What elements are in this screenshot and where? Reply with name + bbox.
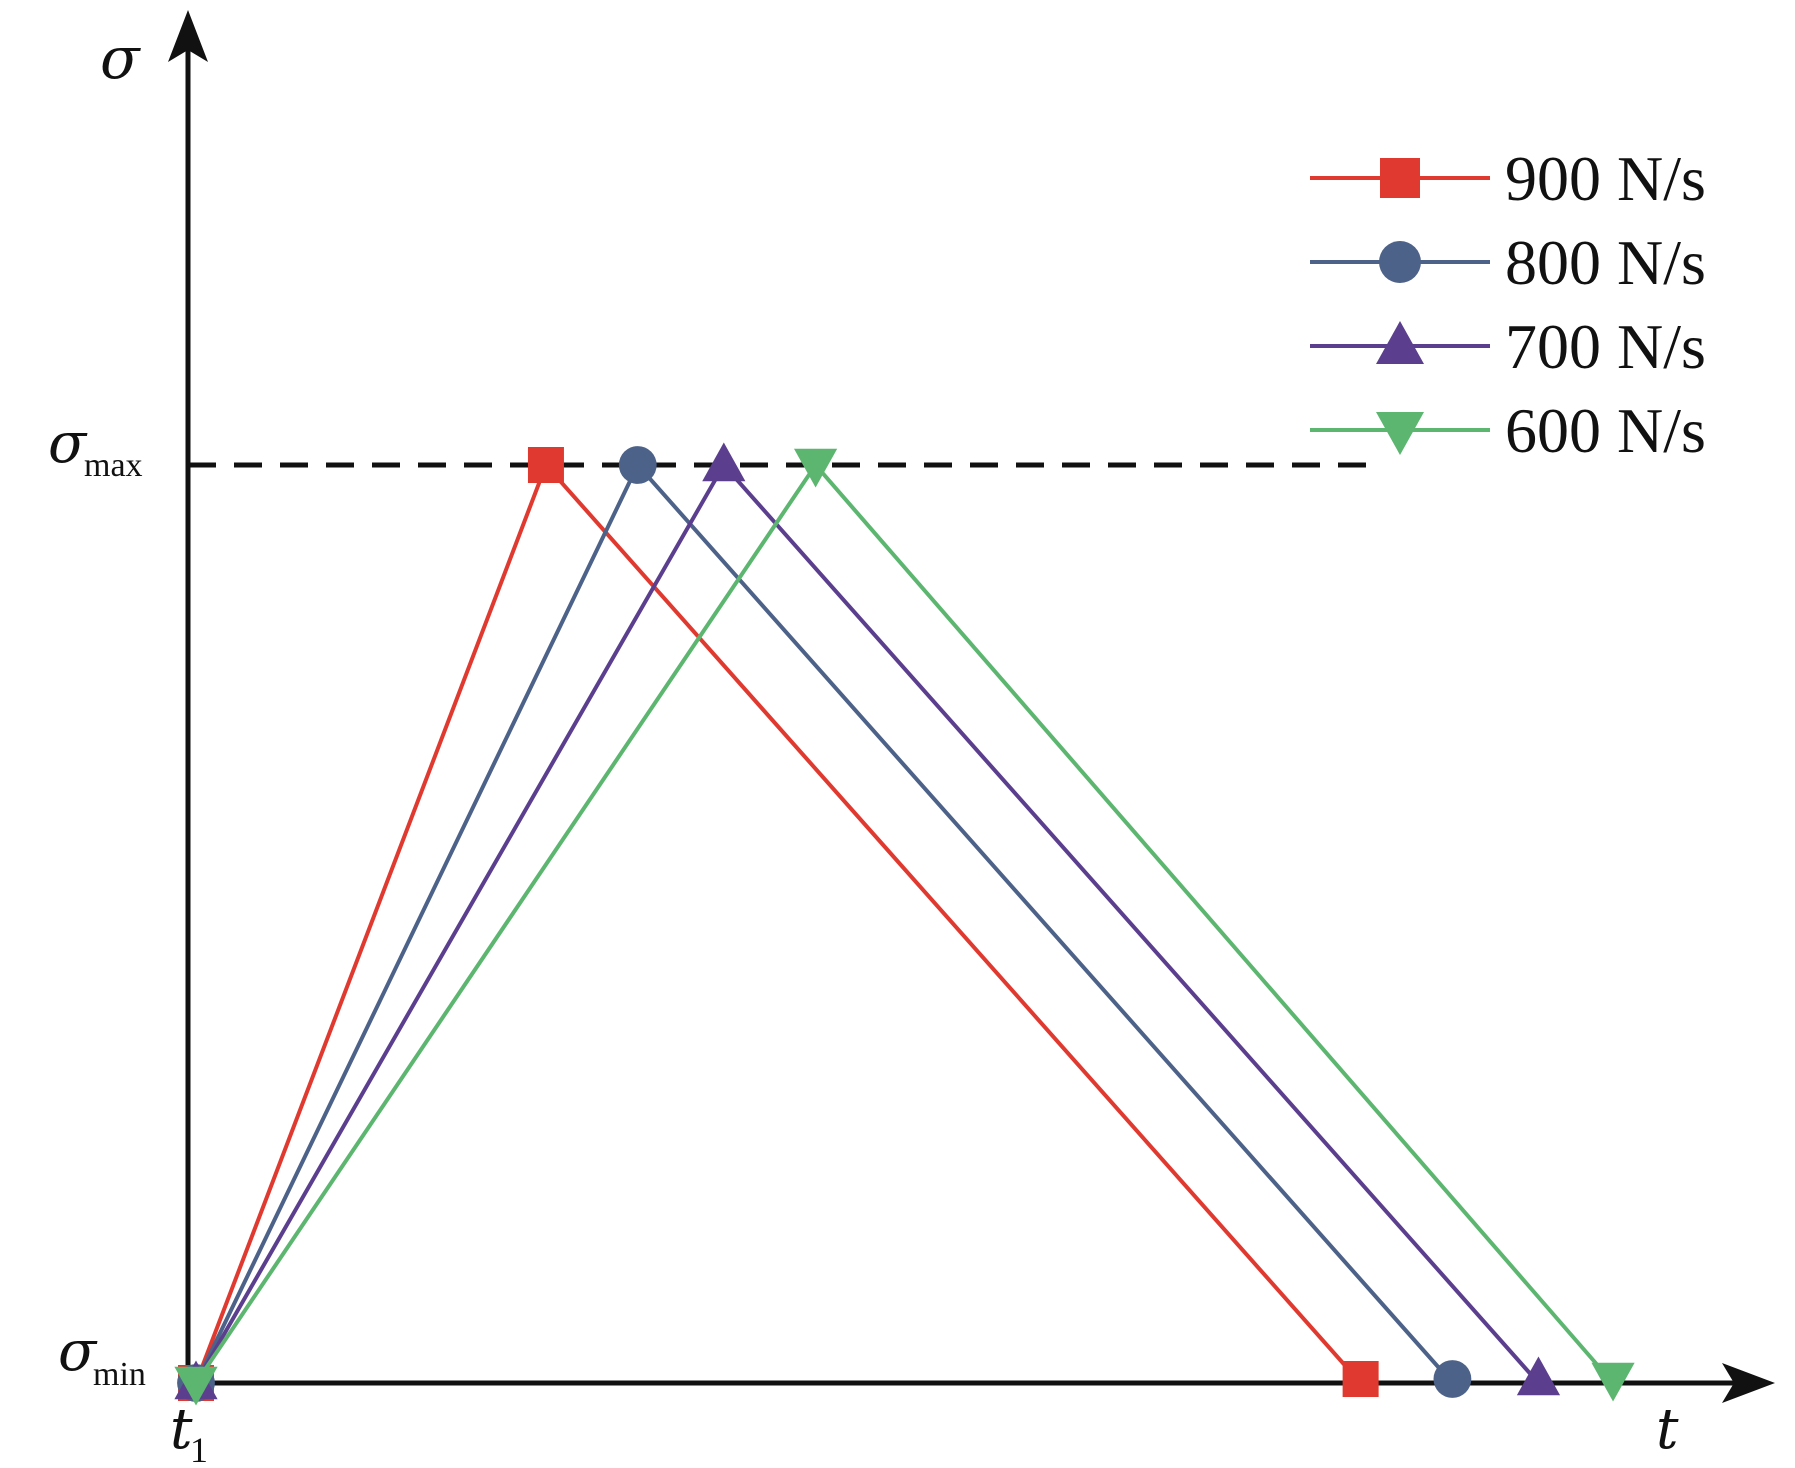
x-axis-label: t	[1656, 1397, 1679, 1462]
data-point-marker	[1516, 1356, 1561, 1396]
y-tick-label-min-symbol: σ	[58, 1319, 98, 1384]
x-tick-label-t1: t 1	[170, 1397, 208, 1468]
series-900-n-s	[178, 447, 1379, 1401]
y-tick-label-sigma-min: σ min	[58, 1319, 146, 1393]
legend-item: 800 N/s	[1310, 227, 1706, 298]
series-line	[194, 461, 1454, 1385]
legend-item: 700 N/s	[1310, 311, 1706, 382]
y-axis-arrow	[168, 10, 208, 62]
y-axis-label: σ	[100, 24, 141, 92]
data-point-marker	[527, 447, 564, 483]
data-point-marker	[702, 442, 746, 482]
legend-label: 700 N/s	[1505, 311, 1706, 382]
data-point-marker	[618, 446, 657, 484]
y-tick-label-sigma-max: σ max	[48, 411, 143, 484]
legend-marker	[1379, 241, 1421, 283]
legend: 900 N/s 800 N/s 700 N/s 600 N/s	[1310, 143, 1706, 466]
y-tick-label-min-subscript: min	[93, 1356, 146, 1393]
legend-item: 600 N/s	[1310, 395, 1706, 466]
series-line	[194, 461, 1363, 1385]
x-axis-arrow	[1722, 1363, 1775, 1403]
data-point-marker	[1591, 1362, 1635, 1402]
legend-marker	[1380, 158, 1420, 198]
series-600-n-s	[174, 448, 1635, 1406]
legend-label: 900 N/s	[1505, 143, 1706, 214]
y-tick-label-max-subscript: max	[84, 447, 143, 484]
y-tick-label-max-symbol: σ	[48, 411, 88, 476]
series-700-n-s	[174, 442, 1561, 1400]
series-layer	[174, 442, 1635, 1406]
series-line	[194, 461, 1540, 1385]
legend-label: 600 N/s	[1505, 395, 1706, 466]
legend-marker	[1376, 412, 1424, 455]
legend-marker	[1376, 321, 1424, 364]
data-point-marker	[794, 448, 838, 488]
x-tick-label-symbol: t	[170, 1397, 193, 1462]
legend-item: 900 N/s	[1310, 143, 1706, 214]
data-point-marker	[1342, 1361, 1379, 1397]
legend-label: 800 N/s	[1505, 227, 1706, 298]
x-tick-label-subscript: 1	[190, 1430, 208, 1468]
data-point-marker	[1433, 1360, 1472, 1398]
axes	[168, 10, 1775, 1403]
data-point-marker	[174, 1366, 218, 1406]
series-line	[194, 461, 1615, 1385]
